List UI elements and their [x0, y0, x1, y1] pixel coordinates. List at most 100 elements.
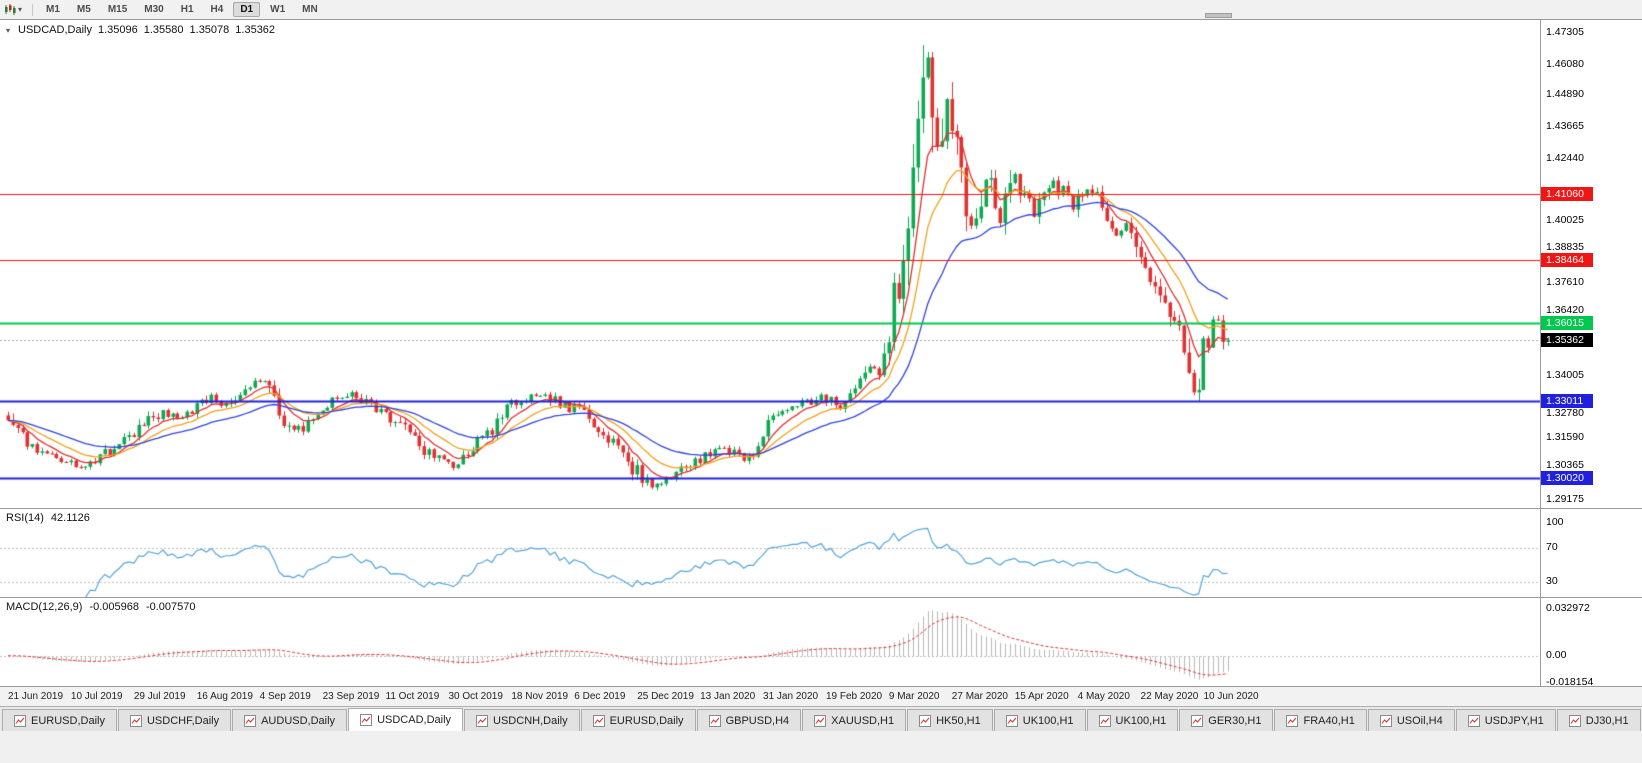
- chart-tab-audusd-daily[interactable]: AUDUSD,Daily: [232, 709, 348, 731]
- time-axis-label: 23 Sep 2019: [322, 691, 380, 702]
- time-axis-label: 21 Jun 2019: [8, 691, 64, 702]
- price-axis-label: 1.43665: [1546, 119, 1584, 132]
- chart-tab-label: USDCAD,Daily: [377, 714, 452, 726]
- chart-tab-usdchf-daily[interactable]: USDCHF,Daily: [117, 709, 232, 731]
- timeframe-button-m5[interactable]: M5: [76, 4, 91, 15]
- timeframe-button-h4[interactable]: H4: [210, 4, 224, 15]
- ohlc-low: 1.35078: [189, 24, 230, 36]
- time-axis-label: 10 Jul 2019: [70, 691, 123, 702]
- time-axis-label: 19 Feb 2020: [825, 691, 883, 702]
- chart-tab-label: XAUUSD,H1: [831, 714, 895, 727]
- charts-toolbar-icon[interactable]: [3, 3, 17, 16]
- chart-tab-label: EURUSD,Daily: [609, 714, 684, 727]
- chart-scrollbar-handle[interactable]: [1205, 13, 1232, 18]
- time-axis-label: 29 Jul 2019: [133, 691, 186, 702]
- price-axis-label: 1.40025: [1546, 213, 1584, 226]
- status-strip: [0, 731, 1642, 763]
- mini-chart-icon: [1568, 714, 1581, 727]
- mini-chart-icon: [14, 714, 26, 727]
- time-axis[interactable]: 21 Jun 2019 10 Jul 2019 29 Jul 2019 16 Aug …: [0, 686, 1642, 706]
- chart-tab-label: UK100,H1: [1022, 714, 1074, 727]
- chart-tab-eurusd-daily[interactable]: EURUSD,Daily: [580, 709, 696, 731]
- price-badge: 1.41060: [1541, 186, 1593, 201]
- mini-chart-icon: [360, 714, 373, 726]
- chart-tabs: EURUSD,Daily USDCHF,Daily AUDUSD,Daily USDC…: [0, 706, 1642, 731]
- timeframe-toolbar: M1 M5 M15 M30 H1 H4 D1 W1 MN: [39, 2, 325, 17]
- one-click-trading-toggle[interactable]: ▾: [6, 25, 11, 35]
- toolbar-separator: [32, 3, 34, 16]
- price-axis[interactable]: 1.41060 1.38464 1.36015 1.33011 1.30020 1.353…: [1540, 20, 1642, 508]
- chart-tab-label: UK100,H1: [1115, 714, 1167, 727]
- time-axis-label: 27 Mar 2020: [951, 691, 1008, 702]
- macd-axis-label: 0.00: [1546, 649, 1567, 662]
- timeframe-button-m30[interactable]: M30: [144, 4, 164, 15]
- mini-chart-icon: [708, 714, 721, 727]
- chart-tab-eurusd-daily[interactable]: EURUSD,Daily: [2, 709, 117, 731]
- price-axis-label: 1.31590: [1546, 430, 1584, 443]
- chart-tab-label: FRA40,H1: [1303, 714, 1355, 727]
- mini-chart-icon: [1286, 714, 1299, 727]
- timeframe-button-w1[interactable]: W1: [270, 4, 286, 15]
- macd-axis[interactable]: 0.032972 0.00 -0.018154: [1540, 598, 1642, 687]
- chart-tab-hk50-h1[interactable]: HK50,H1: [907, 709, 993, 731]
- rsi-label: RSI(14) 42.1126: [6, 512, 90, 524]
- chart-tab-usdcnh-daily[interactable]: USDCNH,Daily: [464, 709, 580, 731]
- chart-tab-gbpusd-h4[interactable]: GBPUSD,H4: [696, 709, 802, 731]
- mini-chart-icon: [1467, 714, 1480, 727]
- price-badge: 1.30020: [1541, 470, 1593, 485]
- time-axis-label: 11 Oct 2019: [385, 691, 440, 702]
- price-chart-canvas[interactable]: [0, 20, 1540, 508]
- chart-tab-label: USOil,H4: [1396, 714, 1443, 727]
- mini-chart-icon: [1379, 714, 1392, 727]
- chart-tab-uk100-h1[interactable]: UK100,H1: [1086, 709, 1179, 731]
- chart-symbol: USDCAD,Daily: [18, 24, 92, 36]
- mini-chart-icon: [476, 714, 489, 727]
- macd-value-main: -0.005968: [89, 601, 139, 613]
- top-toolbar: ▾ M1 M5 M15 M30 H1 H4 D1 W1 MN: [0, 0, 1642, 19]
- price-badge: 1.33011: [1541, 393, 1593, 408]
- chart-title: ▾ USDCAD,Daily 1.35096 1.35580 1.35078 1…: [6, 24, 275, 36]
- mini-chart-icon: [919, 714, 932, 727]
- chart-tab-label: USDJPY,H1: [1484, 714, 1544, 727]
- chart-tab-fra40-h1[interactable]: FRA40,H1: [1274, 709, 1367, 731]
- macd-value-signal: -0.007570: [145, 601, 196, 613]
- time-axis-label: 30 Oct 2019: [448, 691, 503, 702]
- time-axis-label: 13 Jan 2020: [700, 691, 756, 702]
- time-axis-label: 10 Jun 2020: [1203, 691, 1259, 702]
- price-badge: 1.35362: [1541, 333, 1593, 348]
- time-axis-label: 18 Nov 2019: [511, 691, 569, 702]
- timeframe-button-mn[interactable]: MN: [302, 4, 318, 15]
- macd-axis-label: 0.032972: [1546, 601, 1590, 614]
- price-axis-label: 1.38835: [1546, 241, 1584, 254]
- rsi-axis[interactable]: 100 70 30: [1540, 509, 1642, 597]
- time-axis-label: 31 Jan 2020: [763, 691, 819, 702]
- price-badge: 1.38464: [1541, 253, 1593, 268]
- chart-tab-dj30-h1[interactable]: DJ30,H1: [1556, 709, 1641, 731]
- chart-tab-label: USDCHF,Daily: [146, 714, 220, 727]
- chart-tab-ger30-h1[interactable]: GER30,H1: [1179, 709, 1274, 731]
- chart-tab-xauusd-h1[interactable]: XAUUSD,H1: [802, 709, 907, 731]
- chart-tab-usdcad-daily[interactable]: USDCAD,Daily: [348, 708, 464, 731]
- rsi-value: 42.1126: [50, 512, 90, 524]
- chart-tab-usoil-h4[interactable]: USOil,H4: [1367, 709, 1455, 731]
- chart-tab-uk100-h1[interactable]: UK100,H1: [993, 709, 1086, 731]
- price-axis-label: 1.37610: [1546, 275, 1584, 288]
- chart-tab-label: AUDUSD,Daily: [261, 714, 336, 727]
- chart-tab-label: DJ30,H1: [1585, 714, 1629, 727]
- time-axis-label: 16 Aug 2019: [196, 691, 253, 702]
- chart-tab-label: GER30,H1: [1208, 714, 1262, 727]
- rsi-canvas[interactable]: [0, 509, 1540, 597]
- time-axis-label: 15 Apr 2020: [1014, 691, 1069, 702]
- chart-tab-usdjpy-h1[interactable]: USDJPY,H1: [1455, 709, 1556, 731]
- macd-canvas[interactable]: [0, 598, 1540, 686]
- timeframe-button-m15[interactable]: M15: [107, 4, 128, 15]
- timeframe-button-d1[interactable]: D1: [233, 2, 261, 17]
- dropdown-arrow-icon[interactable]: ▾: [18, 5, 23, 14]
- price-axis-label: 1.34005: [1546, 368, 1584, 381]
- mini-chart-icon: [592, 714, 605, 727]
- price-axis-label: 1.47305: [1546, 26, 1584, 39]
- timeframe-button-h1[interactable]: H1: [180, 4, 194, 15]
- price-axis-label: 1.42440: [1546, 151, 1584, 164]
- timeframe-button-m1[interactable]: M1: [46, 4, 60, 15]
- time-axis-label: 9 Mar 2020: [888, 691, 940, 702]
